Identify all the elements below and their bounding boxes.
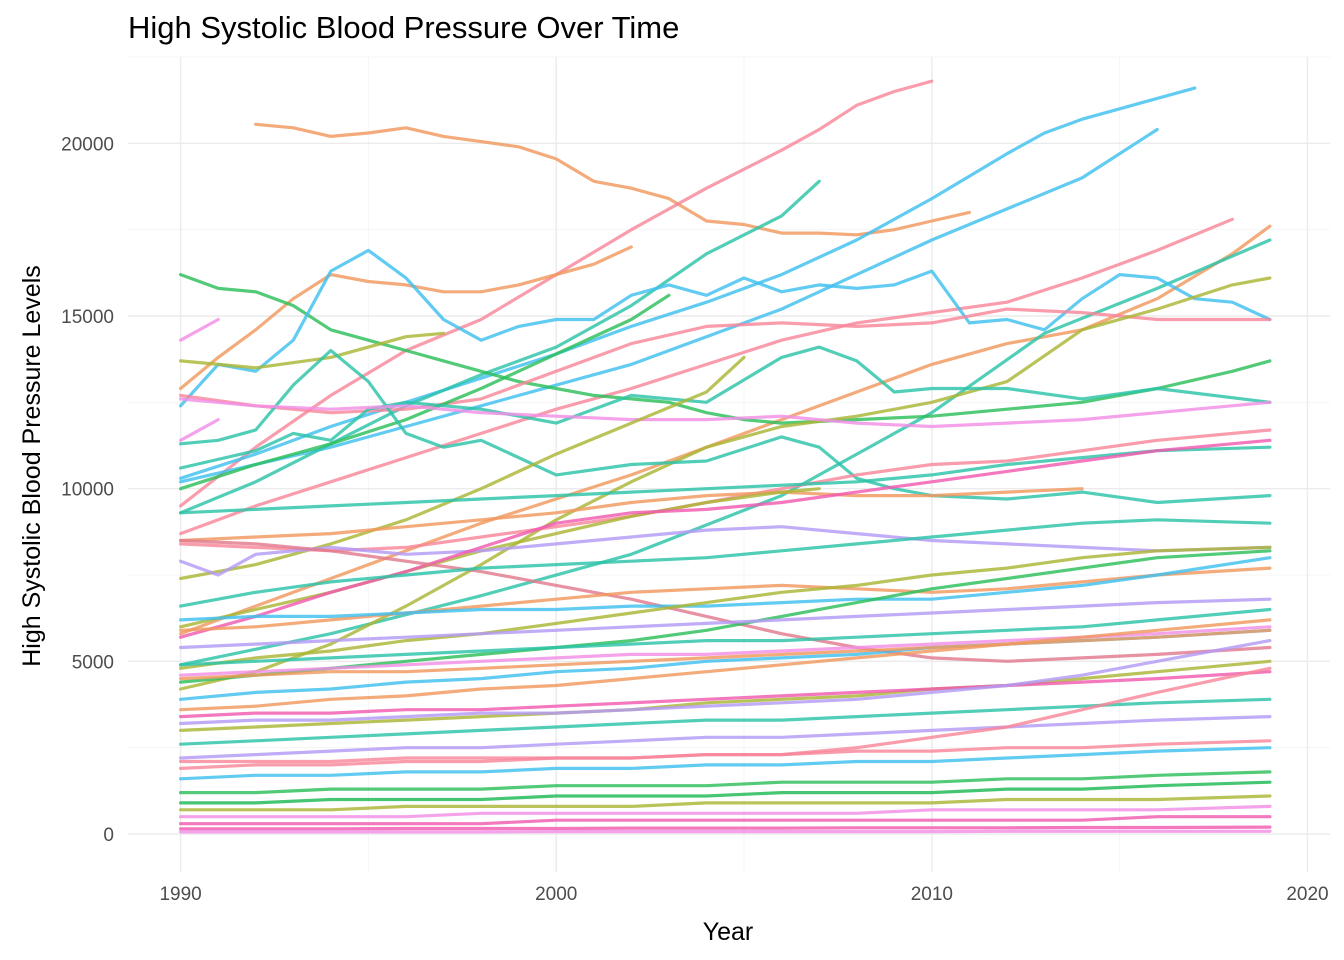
series-line-11 xyxy=(179,248,1272,408)
series-line-46 xyxy=(179,794,1272,812)
series-line-52 xyxy=(179,607,1272,667)
series-line-28 xyxy=(179,538,1272,663)
series-line-17 xyxy=(179,276,1272,691)
series-line-7 xyxy=(179,217,1234,536)
series-line-47 xyxy=(179,804,1272,819)
series-line-29 xyxy=(179,566,1272,632)
series-line-16 xyxy=(179,418,220,442)
series-line-14 xyxy=(179,331,446,370)
series-line-40 xyxy=(179,697,1272,746)
series-line-21 xyxy=(179,355,746,581)
x-axis-title: Year xyxy=(703,918,754,946)
series-line-49 xyxy=(179,825,1272,831)
series-line-6 xyxy=(179,224,1272,636)
x-tick-label: 2010 xyxy=(911,884,953,905)
y-tick-label: 5000 xyxy=(72,652,114,673)
series-line-10 xyxy=(179,273,1272,425)
series-line-23 xyxy=(179,445,1272,515)
y-tick-label: 15000 xyxy=(61,307,114,328)
series-line-32 xyxy=(179,518,1272,608)
series-line-39 xyxy=(179,670,1272,719)
grid-lines xyxy=(128,56,1330,872)
x-tick-labels: 1990 2000 2010 2020 xyxy=(159,884,1328,905)
series-line-1 xyxy=(254,122,972,237)
series-line-24 xyxy=(179,487,1084,543)
series-line-53 xyxy=(179,638,1272,726)
y-tick-label: 0 xyxy=(103,825,114,846)
series-line-18 xyxy=(179,348,1272,505)
series-line-25 xyxy=(179,487,821,629)
series-line-27 xyxy=(179,438,1272,639)
series-line-34 xyxy=(179,597,1272,650)
series-lines xyxy=(179,79,1272,834)
series-line-13 xyxy=(179,293,671,491)
series-line-51 xyxy=(179,628,1272,681)
series-line-54 xyxy=(179,666,1272,764)
x-tick-label: 1990 xyxy=(159,884,201,905)
series-line-41 xyxy=(179,714,1272,760)
series-line-48 xyxy=(179,815,1272,826)
y-axis-title: High Systolic Blood Pressure Levels xyxy=(18,265,46,667)
series-line-30 xyxy=(179,556,1272,622)
y-tick-label: 20000 xyxy=(61,134,114,155)
series-line-50 xyxy=(179,829,1272,834)
x-tick-label: 2000 xyxy=(535,884,577,905)
series-line-38 xyxy=(179,659,1272,733)
series-line-9 xyxy=(179,245,633,391)
series-line-45 xyxy=(179,780,1272,805)
series-line-4 xyxy=(179,127,1159,484)
series-line-12 xyxy=(179,307,1272,415)
series-line-43 xyxy=(179,746,1272,781)
series-line-20 xyxy=(179,397,1272,429)
y-tick-label: 10000 xyxy=(61,480,114,501)
series-line-37 xyxy=(179,618,1272,712)
y-tick-labels: 0 5000 10000 15000 20000 xyxy=(61,134,114,846)
series-line-15 xyxy=(179,317,220,342)
series-line-2 xyxy=(179,79,934,508)
series-line-26 xyxy=(179,525,1272,577)
series-line-19 xyxy=(179,345,1272,470)
series-line-31 xyxy=(179,545,1272,670)
series-line-8 xyxy=(179,238,1272,667)
x-tick-label: 2020 xyxy=(1286,884,1328,905)
series-line-5 xyxy=(179,179,821,515)
chart-title: High Systolic Blood Pressure Over Time xyxy=(128,10,680,45)
series-line-44 xyxy=(179,770,1272,795)
